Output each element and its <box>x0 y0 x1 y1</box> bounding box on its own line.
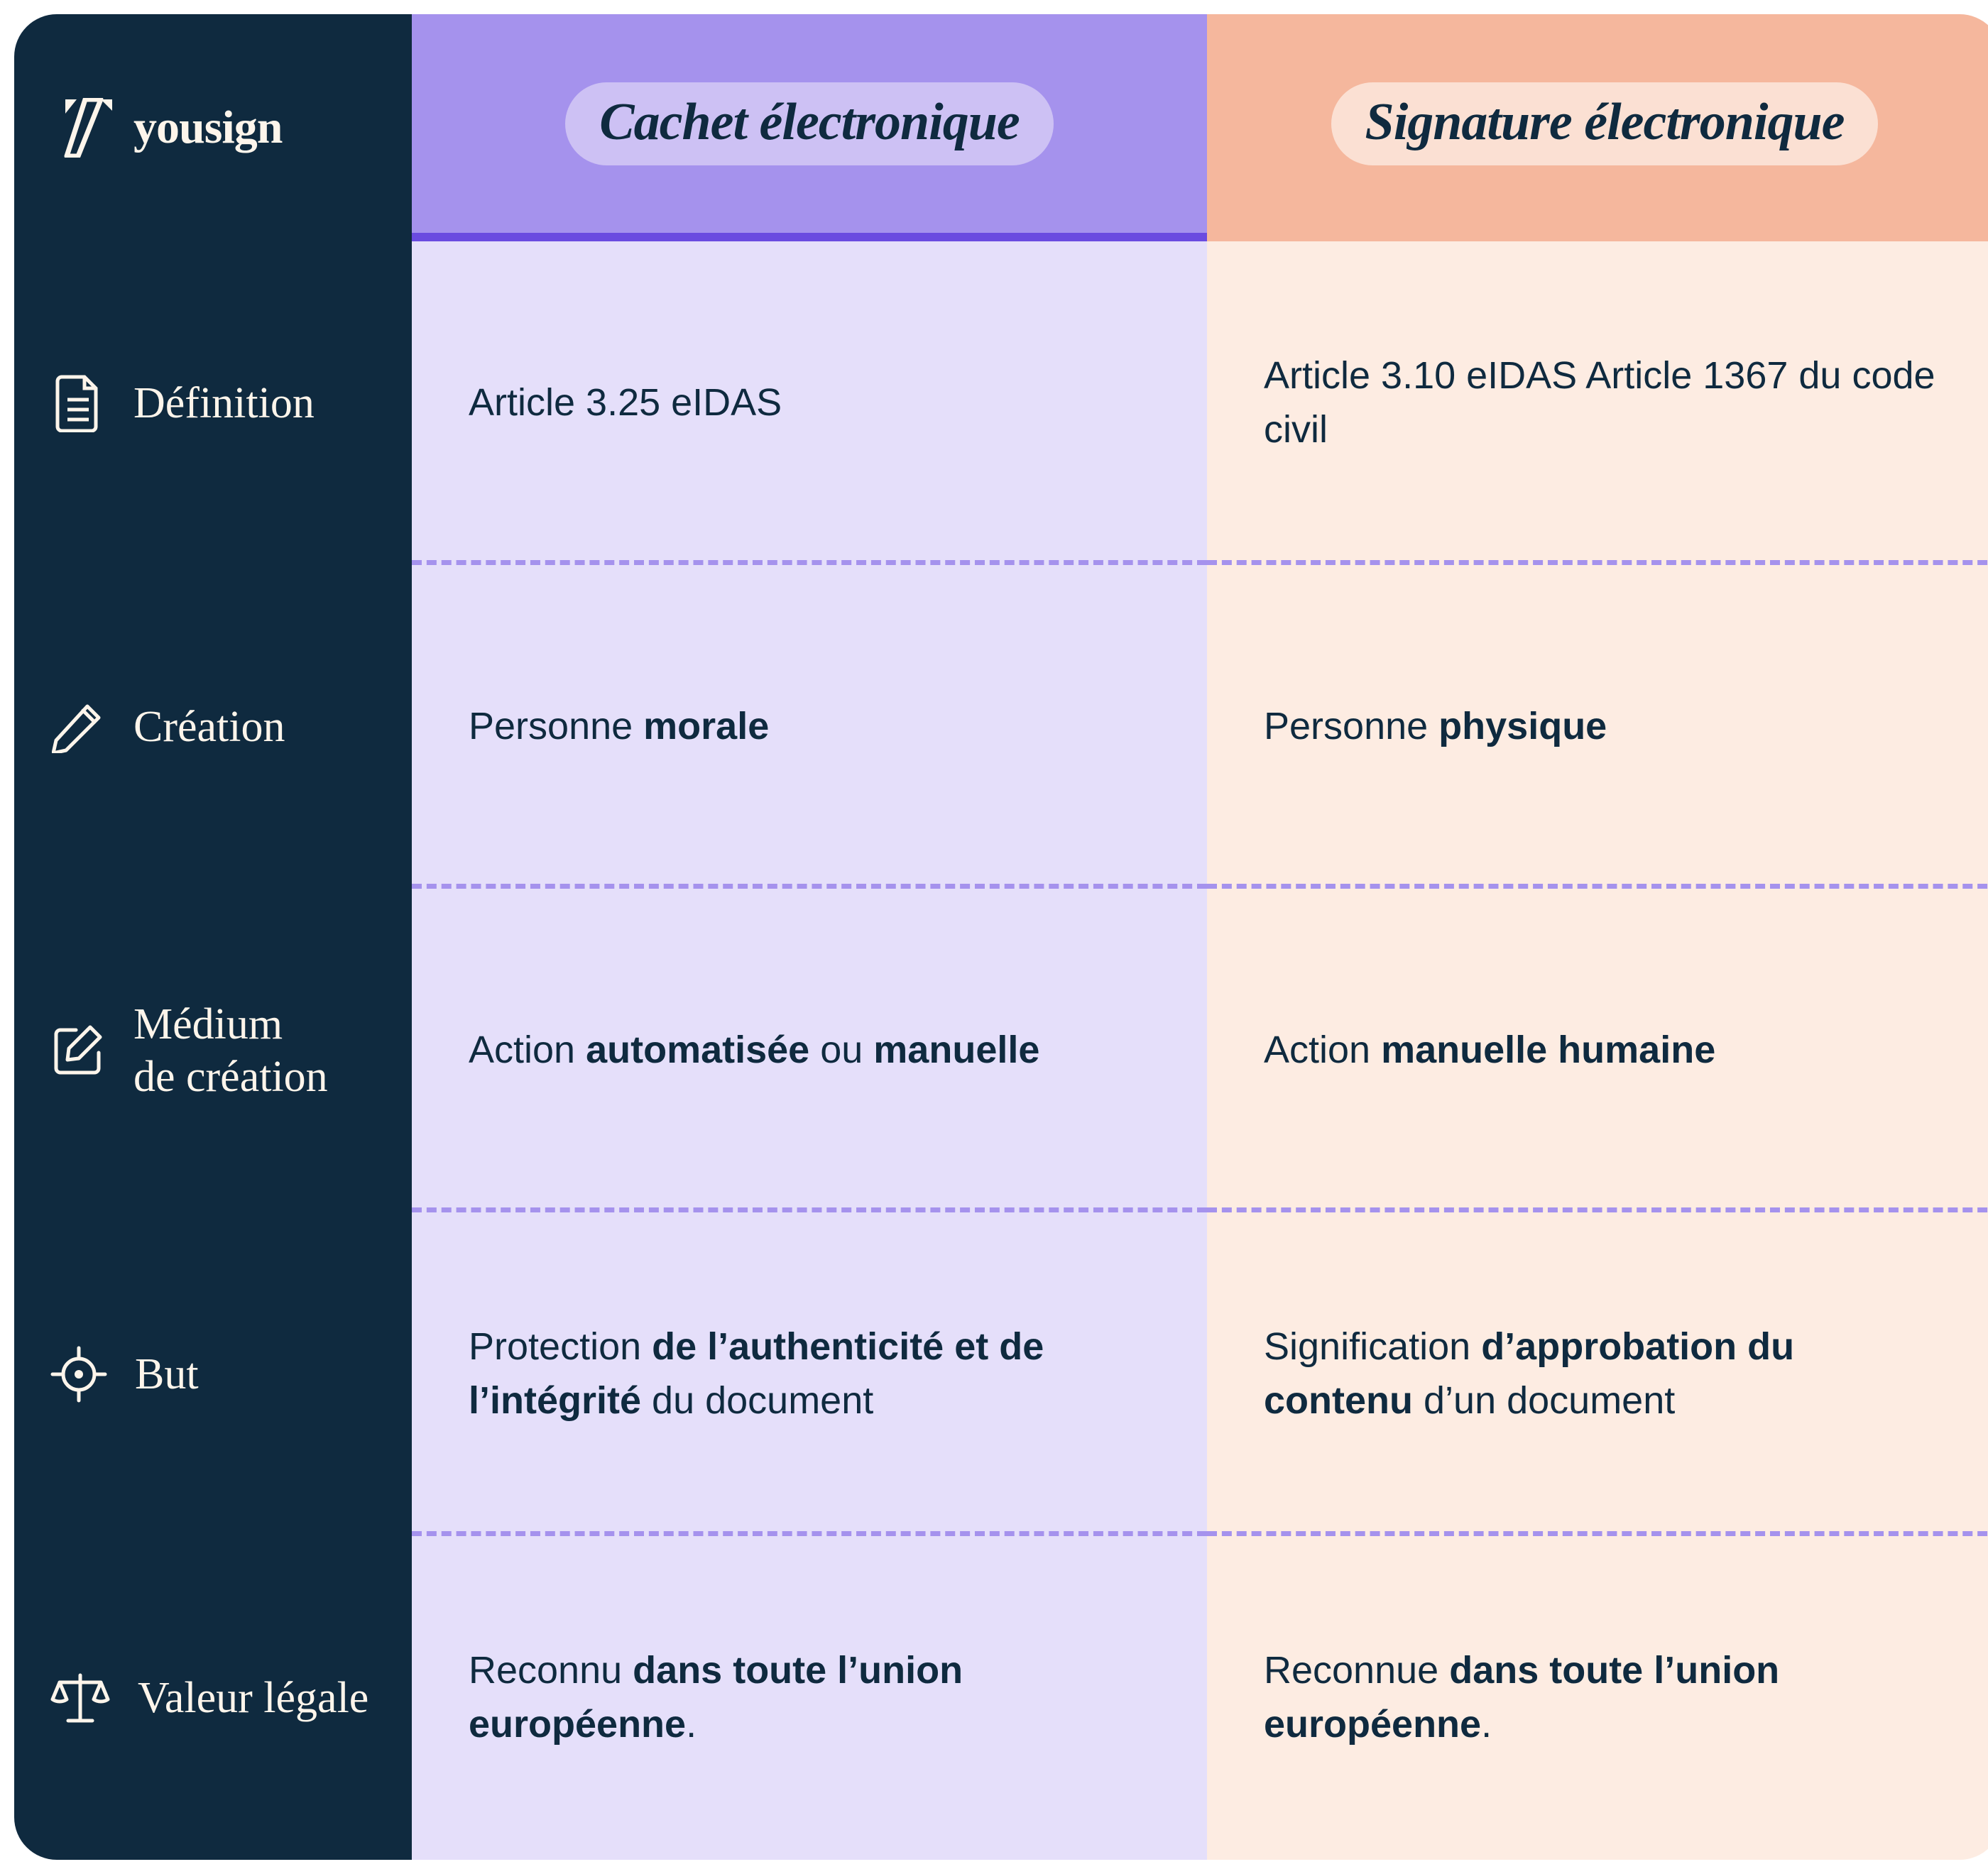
pencil-icon <box>50 701 106 753</box>
column-title: Signature électronique <box>1331 82 1879 165</box>
document-icon <box>50 374 106 432</box>
column-header-cachet: Cachet électronique <box>412 14 1207 241</box>
cell-but-cachet: Protection de l’authenticité et de l’int… <box>412 1212 1207 1536</box>
comparison-table: yousign Cachet électronique Signature él… <box>14 14 1988 1860</box>
column-title: Cachet électronique <box>565 82 1053 165</box>
row-label-definition: Définition <box>14 241 412 565</box>
row-label-but: But <box>14 1212 412 1536</box>
brand-logo: yousign <box>64 98 282 158</box>
cell-text: Personne morale <box>469 700 769 754</box>
cell-text: Article 3.10 eIDAS Article 1367 du code … <box>1264 349 1945 456</box>
cell-valeur-signature: Reconnue dans toute l’union européenne. <box>1207 1536 1988 1860</box>
brand-cell: yousign <box>14 14 412 241</box>
cell-text: Personne physique <box>1264 700 1607 754</box>
row-label: Définition <box>133 377 315 429</box>
cell-text: Reconnue dans toute l’union européenne. <box>1264 1644 1945 1751</box>
cell-creation-cachet: Personne morale <box>412 565 1207 889</box>
cell-medium-cachet: Action automatisée ou manuelle <box>412 889 1207 1212</box>
edit-square-icon <box>50 1023 106 1078</box>
row-label: Création <box>133 701 285 753</box>
row-label: But <box>135 1348 199 1401</box>
cell-text: Article 3.25 eIDAS <box>469 376 782 430</box>
cell-definition-cachet: Article 3.25 eIDAS <box>412 241 1207 565</box>
row-label-valeur: Valeur légale <box>14 1536 412 1860</box>
brand-name: yousign <box>133 101 282 155</box>
row-label-medium: Médium de création <box>14 889 412 1212</box>
target-icon <box>50 1345 108 1403</box>
row-label: Médium de création <box>133 998 390 1104</box>
cell-valeur-cachet: Reconnu dans toute l’union européenne. <box>412 1536 1207 1860</box>
cell-text: Protection de l’authenticité et de l’int… <box>469 1320 1150 1428</box>
row-label-creation: Création <box>14 565 412 889</box>
cell-medium-signature: Action manuelle humaine <box>1207 889 1988 1212</box>
scale-icon <box>50 1671 111 1725</box>
cell-text: Signification d’approbation du contenu d… <box>1264 1320 1945 1428</box>
cell-but-signature: Signification d’approbation du contenu d… <box>1207 1212 1988 1536</box>
row-label: Valeur légale <box>138 1672 368 1724</box>
column-header-signature: Signature électronique <box>1207 14 1988 241</box>
brand-mark-icon <box>64 98 114 158</box>
cell-definition-signature: Article 3.10 eIDAS Article 1367 du code … <box>1207 241 1988 565</box>
cell-creation-signature: Personne physique <box>1207 565 1988 889</box>
cell-text: Action manuelle humaine <box>1264 1024 1715 1078</box>
cell-text: Reconnu dans toute l’union européenne. <box>469 1644 1150 1751</box>
cell-text: Action automatisée ou manuelle <box>469 1024 1039 1078</box>
